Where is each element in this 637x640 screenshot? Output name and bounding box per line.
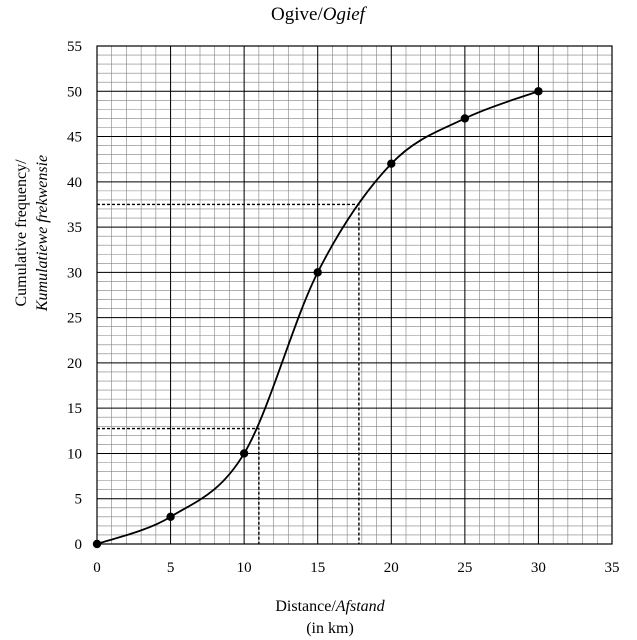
data-point	[313, 268, 322, 277]
plot-frame	[96, 45, 613, 545]
x-tick-label: 20	[384, 560, 399, 576]
x-tick-label: 0	[93, 560, 101, 576]
tick-labels: 0 5 10 15 20 25 30 35 0 5 10 15 20 25 30 35 40 45 50 55	[67, 39, 620, 576]
x-tick-label: 25	[457, 560, 472, 576]
y-tick-label: 45	[67, 130, 82, 146]
series	[92, 87, 543, 549]
chart-title: Ogive/Ogief	[271, 4, 368, 25]
reference-lines	[97, 203, 360, 544]
ogive-curve	[96, 90, 539, 545]
data-point	[239, 449, 249, 458]
y-axis-label: Cumulative frequency/	[13, 159, 30, 307]
grid	[96, 45, 613, 545]
y-axis-label-italic: Kumulatiewe frekwensie	[34, 155, 51, 312]
x-tick-label: 10	[237, 560, 252, 576]
y-tick-label: 15	[67, 401, 82, 417]
reference-line	[97, 427, 260, 544]
data-point	[460, 114, 470, 123]
reference-line	[97, 203, 360, 544]
y-tick-label: 40	[67, 175, 82, 191]
data-point	[387, 159, 396, 168]
x-axis-label: Distance/Afstand	[275, 598, 385, 615]
y-tick-label: 10	[67, 446, 82, 462]
y-tick-label: 35	[67, 220, 82, 236]
y-tick-label: 0	[75, 537, 83, 553]
y-tick-label: 50	[67, 84, 82, 100]
y-tick-label: 55	[67, 39, 82, 55]
x-tick-label: 35	[605, 560, 620, 576]
data-point	[166, 512, 175, 522]
data-point	[92, 539, 102, 549]
y-tick-label: 20	[67, 356, 82, 372]
x-tick-label: 5	[167, 560, 175, 576]
y-tick-label: 5	[75, 492, 83, 508]
y-tick-label: 25	[67, 311, 82, 327]
x-tick-label: 30	[531, 560, 546, 576]
x-tick-label: 15	[310, 560, 325, 576]
x-axis-label-units: (in km)	[306, 620, 354, 637]
data-point	[534, 87, 543, 96]
y-tick-label: 30	[67, 265, 82, 281]
